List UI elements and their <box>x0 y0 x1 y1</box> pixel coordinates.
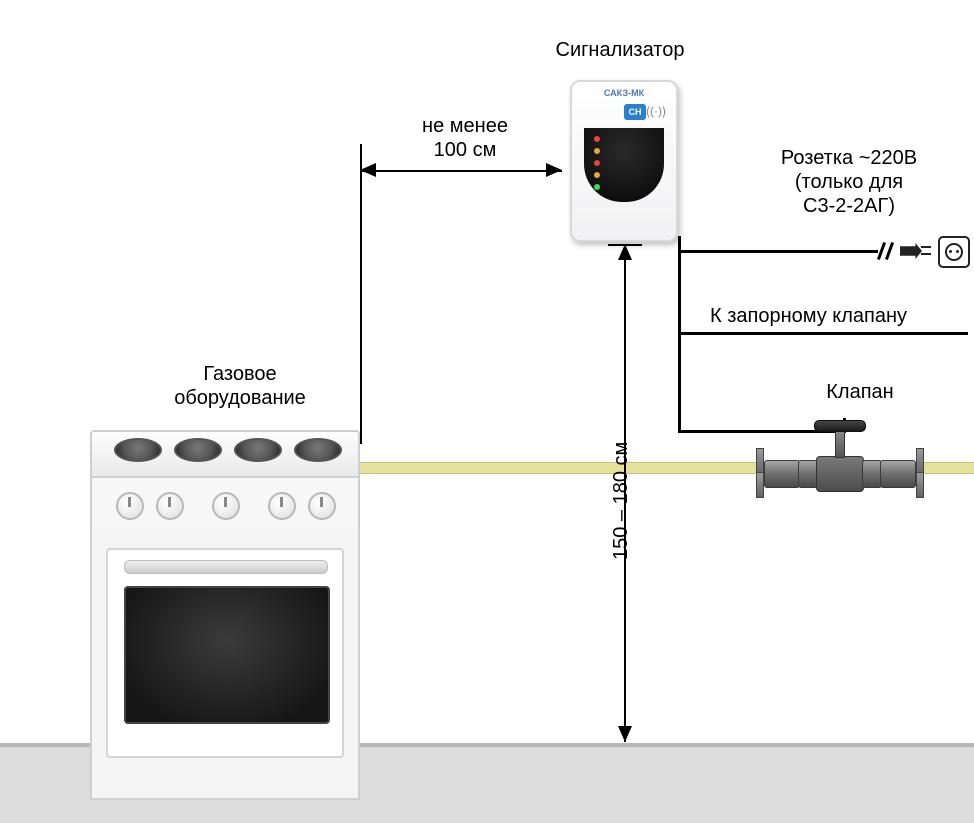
valve-coupling-icon <box>862 460 882 488</box>
outlet-label: Розетка ~220В (только для С3-2-2АГ) <box>754 146 944 218</box>
detector-brand: САКЗ-МК <box>572 88 676 98</box>
wire <box>678 332 968 335</box>
valve-coupling-icon <box>798 460 818 488</box>
arrow-left-icon <box>360 163 376 177</box>
dimension-horizontal-label: не менее 100 см <box>380 114 550 162</box>
detector-sensor-badge: CH <box>624 104 646 120</box>
wire-break-icon <box>876 241 896 261</box>
gas-stove <box>90 430 360 800</box>
stove-cooktop <box>90 430 360 478</box>
led-icon <box>594 160 600 166</box>
diagram-canvas: Газовое оборудование Сигнализатор САКЗ-М… <box>0 0 974 823</box>
knob-icon <box>116 492 144 520</box>
knob-icon <box>308 492 336 520</box>
oven-window <box>124 586 330 724</box>
dimension-limit <box>360 144 362 444</box>
valve-stem-icon <box>835 430 845 458</box>
stove-body <box>90 528 360 800</box>
stove-label: Газовое оборудование <box>140 362 340 410</box>
dim-h-line1: не менее <box>422 115 508 137</box>
knob-icon <box>212 492 240 520</box>
outlet-label-l3: С3-2-2АГ) <box>803 195 895 217</box>
wire <box>678 332 681 430</box>
stove-label-line1: Газовое <box>203 363 276 385</box>
to-valve-label: К запорному клапану <box>710 304 970 328</box>
dim-h-line2: 100 см <box>434 139 497 161</box>
valve-handle-icon <box>814 420 866 432</box>
valve-bolt-icon <box>756 472 764 498</box>
burner-icon <box>234 438 282 462</box>
led-icon <box>594 184 600 190</box>
detector-label: Сигнализатор <box>520 38 720 62</box>
dimension-limit <box>608 244 642 246</box>
valve-label: Клапан <box>800 380 920 404</box>
valve-bolt-icon <box>916 472 924 498</box>
led-icon <box>594 136 600 142</box>
valve-bolt-icon <box>756 448 764 474</box>
wire <box>678 250 878 253</box>
power-outlet-icon <box>938 236 970 268</box>
valve-bolt-icon <box>916 448 924 474</box>
led-icon <box>594 148 600 154</box>
valve-coupling-icon <box>764 460 800 488</box>
valve-coupling-icon <box>880 460 916 488</box>
valve-center-icon <box>816 456 864 492</box>
burner-icon <box>174 438 222 462</box>
arrow-up-icon <box>618 244 632 260</box>
dimension-line-horizontal <box>360 170 562 172</box>
plug-prong-icon <box>921 246 931 248</box>
outlet-label-l1: Розетка ~220В <box>781 147 917 169</box>
plug-icon <box>900 243 922 259</box>
outlet-label-l2: (только для <box>795 171 903 193</box>
dimension-vertical-label: 150 – 180 см <box>610 442 633 560</box>
stove-control-panel <box>90 478 360 528</box>
burner-icon <box>294 438 342 462</box>
signal-icon: ((·)) <box>646 104 666 118</box>
detector-face <box>584 128 664 202</box>
shutoff-valve <box>760 468 920 469</box>
arrow-right-icon <box>546 163 562 177</box>
oven-handle-icon <box>124 560 328 574</box>
stove-label-line2: оборудование <box>174 387 306 409</box>
arrow-down-icon <box>618 726 632 742</box>
burner-icon <box>114 438 162 462</box>
knob-icon <box>268 492 296 520</box>
led-icon <box>594 172 600 178</box>
plug-prong-icon <box>921 253 931 255</box>
gas-detector: САКЗ-МК CH ((·)) <box>570 80 678 242</box>
knob-icon <box>156 492 184 520</box>
oven-door <box>106 548 344 758</box>
